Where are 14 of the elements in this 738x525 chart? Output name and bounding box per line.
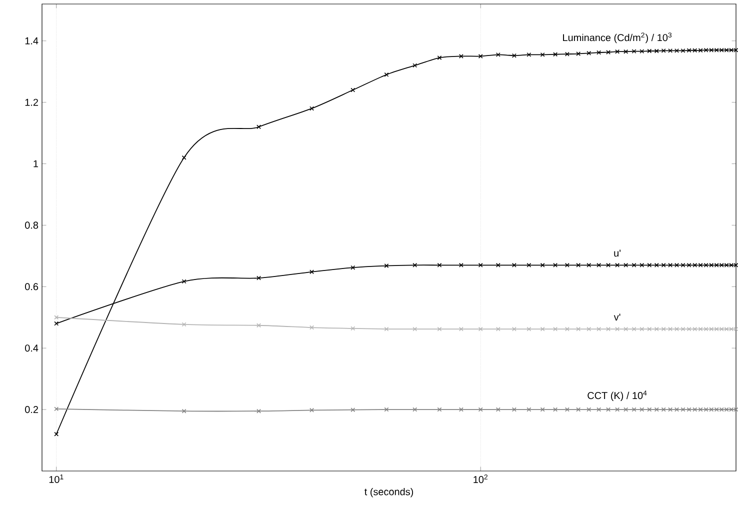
x-tick-label: 10$^{1}$ (49, 474, 64, 484)
y-tick-label: 0.6 (25, 283, 38, 290)
series-label: v' (614, 314, 620, 321)
y-tick-label: 0.8 (25, 222, 38, 229)
y-tick-label: 0.2 (25, 406, 38, 414)
y-tick-label: 1 (34, 160, 38, 168)
series-label: Luminance (Cd/m$^{2}$) / 10$^{3}$ (563, 32, 672, 44)
y-tick-label: 1.4 (25, 37, 38, 44)
y-tick-label: 0.4 (25, 344, 38, 352)
y-tick-label: 1.2 (25, 98, 38, 106)
x-tick-label: 10$^{2}$ (474, 474, 488, 484)
x-axis-title: t (seconds) (364, 488, 414, 498)
series-label: u' (614, 250, 621, 257)
series-label: CCT (K) / 10$^{4}$ (588, 390, 647, 402)
